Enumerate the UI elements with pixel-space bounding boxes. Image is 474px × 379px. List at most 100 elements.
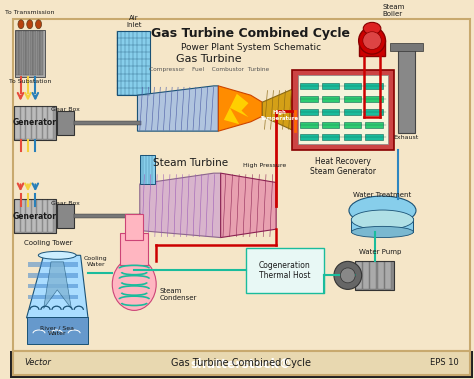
FancyBboxPatch shape [26, 200, 31, 232]
FancyBboxPatch shape [300, 135, 318, 141]
FancyBboxPatch shape [298, 75, 389, 144]
Circle shape [334, 262, 362, 290]
FancyBboxPatch shape [37, 200, 42, 232]
Text: Water Treatment: Water Treatment [353, 192, 411, 198]
FancyBboxPatch shape [23, 31, 26, 75]
FancyBboxPatch shape [33, 31, 36, 75]
FancyBboxPatch shape [355, 261, 394, 290]
FancyBboxPatch shape [16, 31, 19, 75]
FancyBboxPatch shape [27, 317, 88, 344]
Ellipse shape [27, 20, 33, 29]
Text: Compressor    Fuel    Combustor  Turbine: Compressor Fuel Combustor Turbine [149, 67, 269, 72]
Text: EPS 10: EPS 10 [430, 358, 459, 367]
FancyBboxPatch shape [48, 107, 53, 139]
FancyBboxPatch shape [32, 107, 36, 139]
FancyBboxPatch shape [365, 83, 383, 89]
Ellipse shape [351, 210, 414, 230]
FancyBboxPatch shape [390, 43, 423, 51]
FancyBboxPatch shape [120, 233, 148, 265]
Text: Cooling
Water: Cooling Water [84, 256, 108, 266]
FancyBboxPatch shape [74, 121, 141, 125]
Text: Steam
Boiler: Steam Boiler [383, 4, 405, 17]
FancyBboxPatch shape [359, 40, 385, 56]
Text: shutterstock®: shutterstock® [191, 358, 292, 371]
Text: Steam
Condenser: Steam Condenser [159, 288, 197, 301]
FancyBboxPatch shape [365, 109, 383, 115]
Ellipse shape [38, 251, 76, 259]
FancyBboxPatch shape [322, 109, 339, 115]
FancyBboxPatch shape [300, 109, 318, 115]
Text: River / Sea
Water: River / Sea Water [40, 325, 74, 336]
Text: Air
Inlet: Air Inlet [126, 14, 142, 28]
Text: To Substation: To Substation [9, 79, 51, 84]
FancyBboxPatch shape [15, 30, 45, 77]
FancyBboxPatch shape [28, 273, 78, 278]
Ellipse shape [352, 226, 413, 238]
Polygon shape [44, 262, 72, 309]
FancyBboxPatch shape [74, 214, 141, 218]
Polygon shape [224, 94, 248, 124]
FancyBboxPatch shape [352, 218, 413, 232]
FancyBboxPatch shape [43, 107, 47, 139]
Ellipse shape [36, 20, 42, 29]
Text: Power Plant System Schematic: Power Plant System Schematic [181, 42, 321, 52]
FancyBboxPatch shape [28, 284, 78, 288]
Text: Gas Turbine: Gas Turbine [176, 54, 242, 64]
Circle shape [340, 268, 355, 283]
Polygon shape [221, 173, 276, 238]
FancyBboxPatch shape [363, 262, 369, 289]
FancyBboxPatch shape [322, 135, 339, 141]
Text: Gas Turbine Combined Cycle: Gas Turbine Combined Cycle [172, 358, 311, 368]
FancyBboxPatch shape [28, 262, 78, 267]
FancyBboxPatch shape [371, 262, 376, 289]
FancyBboxPatch shape [48, 200, 53, 232]
Text: Gear Box: Gear Box [51, 201, 80, 206]
Text: Gas Turbine Combined Cycle: Gas Turbine Combined Cycle [151, 27, 350, 40]
FancyBboxPatch shape [56, 111, 74, 135]
Text: Exhaust: Exhaust [393, 135, 418, 140]
Polygon shape [137, 86, 219, 131]
FancyBboxPatch shape [344, 122, 361, 128]
Polygon shape [140, 173, 221, 238]
FancyBboxPatch shape [322, 122, 339, 128]
Ellipse shape [112, 258, 156, 310]
FancyBboxPatch shape [14, 199, 55, 233]
Polygon shape [27, 255, 88, 318]
FancyBboxPatch shape [246, 248, 324, 293]
FancyBboxPatch shape [32, 200, 36, 232]
FancyBboxPatch shape [26, 31, 29, 75]
FancyBboxPatch shape [140, 155, 155, 184]
FancyBboxPatch shape [20, 200, 25, 232]
FancyBboxPatch shape [40, 31, 43, 75]
FancyBboxPatch shape [26, 107, 31, 139]
FancyBboxPatch shape [344, 96, 361, 102]
Text: Heat Recovery
Steam Generator: Heat Recovery Steam Generator [310, 157, 376, 176]
Ellipse shape [359, 27, 385, 54]
Text: Generator: Generator [13, 211, 57, 221]
Text: High Pressure: High Pressure [243, 163, 286, 168]
Text: To Transmission: To Transmission [6, 10, 55, 15]
Polygon shape [262, 88, 295, 131]
FancyBboxPatch shape [365, 135, 383, 141]
FancyBboxPatch shape [43, 200, 47, 232]
FancyBboxPatch shape [378, 262, 384, 289]
FancyBboxPatch shape [300, 122, 318, 128]
FancyBboxPatch shape [13, 351, 470, 375]
Text: Steam Turbine: Steam Turbine [153, 158, 228, 168]
Ellipse shape [363, 22, 381, 34]
FancyBboxPatch shape [322, 96, 339, 102]
Text: Cooling Tower: Cooling Tower [24, 240, 73, 246]
FancyBboxPatch shape [19, 31, 22, 75]
Ellipse shape [349, 196, 416, 225]
FancyBboxPatch shape [398, 46, 415, 133]
Text: Vector: Vector [24, 358, 51, 367]
FancyBboxPatch shape [344, 83, 361, 89]
FancyBboxPatch shape [10, 351, 473, 377]
FancyBboxPatch shape [344, 135, 361, 141]
FancyBboxPatch shape [356, 262, 362, 289]
Polygon shape [219, 86, 262, 131]
FancyBboxPatch shape [125, 214, 143, 240]
Text: Gear Box: Gear Box [51, 108, 80, 113]
FancyBboxPatch shape [14, 106, 55, 139]
FancyBboxPatch shape [36, 31, 40, 75]
